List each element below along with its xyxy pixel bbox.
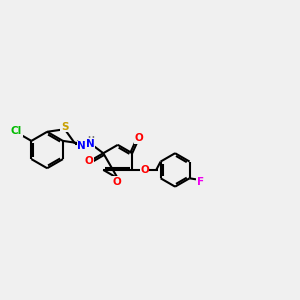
Text: Cl: Cl xyxy=(11,126,22,136)
Text: O: O xyxy=(140,165,149,175)
Text: O: O xyxy=(113,177,122,187)
Text: S: S xyxy=(61,122,68,132)
Text: N: N xyxy=(86,139,95,148)
Text: H: H xyxy=(87,136,94,145)
Text: O: O xyxy=(134,133,143,143)
Text: F: F xyxy=(196,177,204,187)
Text: N: N xyxy=(77,141,86,151)
Text: O: O xyxy=(85,156,94,167)
